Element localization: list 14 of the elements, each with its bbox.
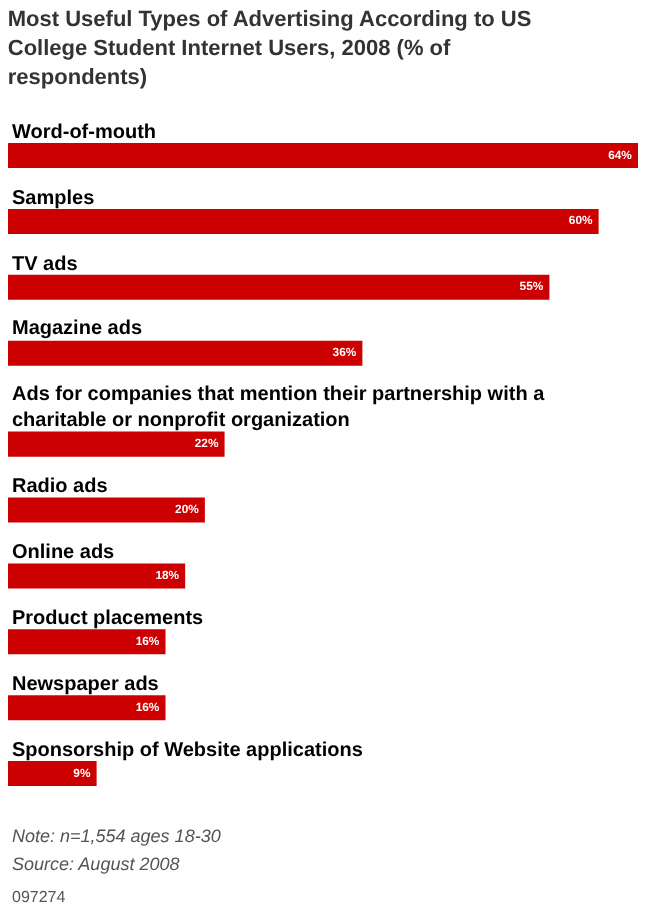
- y-tick-label: Samples: [12, 188, 96, 210]
- y-tick-label: Newspaper ads: [12, 674, 160, 696]
- source-note: Source: August 2008: [12, 854, 180, 874]
- y-tick-label: Online ads: [12, 542, 116, 564]
- text: Note: n=1,554 ages 18-30: [12, 826, 221, 846]
- y-tick-label: Product placements: [12, 608, 205, 630]
- y-tick-label: Sponsorship of Website applications: [12, 740, 364, 762]
- y-tick-label: Ads for companies that mention their partnership with a charitable or nonprofit organization: [12, 384, 546, 432]
- y-tick-label: Magazine ads: [12, 318, 143, 340]
- text: 097274: [12, 888, 67, 906]
- y-tick-label: Radio ads: [12, 476, 109, 498]
- chart-title: Most Useful Types of Advertising According to US College Student Internet Users, 2008 (% of respondents): [7, 8, 532, 90]
- y-tick-label: TV ads: [12, 254, 79, 276]
- y-tick-label: Word-of-mouth: [12, 122, 157, 144]
